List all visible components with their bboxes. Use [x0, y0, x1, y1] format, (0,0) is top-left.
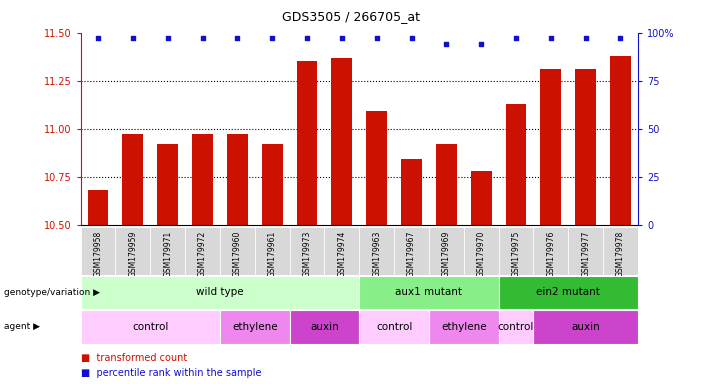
Text: ein2 mutant: ein2 mutant: [536, 287, 600, 298]
Bar: [436, 144, 457, 225]
Point: [232, 35, 243, 41]
Bar: [464, 227, 498, 275]
Bar: [123, 134, 143, 225]
Point: [301, 35, 313, 41]
Text: control: control: [376, 322, 412, 332]
Text: GSM179970: GSM179970: [477, 230, 486, 277]
Text: GSM179967: GSM179967: [407, 230, 416, 277]
Bar: [227, 134, 248, 225]
Bar: [610, 56, 631, 225]
Point: [545, 35, 557, 41]
Point: [580, 35, 591, 41]
Point: [162, 35, 173, 41]
Bar: [192, 134, 213, 225]
Bar: [505, 104, 526, 225]
Point: [406, 35, 417, 41]
Point: [93, 35, 104, 41]
Point: [266, 35, 278, 41]
Bar: [81, 276, 359, 309]
Bar: [290, 227, 325, 275]
Text: ethylene: ethylene: [232, 322, 278, 332]
Point: [128, 35, 139, 41]
Text: GSM179961: GSM179961: [268, 230, 277, 276]
Bar: [81, 227, 116, 275]
Text: GSM179958: GSM179958: [93, 230, 102, 276]
Text: GSM179978: GSM179978: [616, 230, 625, 276]
Text: GSM179969: GSM179969: [442, 230, 451, 277]
Point: [197, 35, 208, 41]
Point: [510, 35, 522, 41]
Text: GSM179977: GSM179977: [581, 230, 590, 277]
Bar: [366, 111, 387, 225]
Bar: [540, 69, 562, 225]
Point: [441, 41, 452, 47]
Text: GSM179974: GSM179974: [337, 230, 346, 277]
Text: GSM179959: GSM179959: [128, 230, 137, 277]
Bar: [498, 276, 638, 309]
Bar: [470, 171, 491, 225]
Bar: [359, 227, 394, 275]
Bar: [576, 69, 596, 225]
Text: GSM179972: GSM179972: [198, 230, 207, 276]
Point: [615, 35, 626, 41]
Text: GSM179971: GSM179971: [163, 230, 172, 276]
Text: ■  transformed count: ■ transformed count: [81, 353, 187, 363]
Bar: [220, 227, 254, 275]
Point: [336, 35, 348, 41]
Point: [475, 41, 486, 47]
Bar: [157, 144, 178, 225]
Bar: [185, 227, 220, 275]
Bar: [290, 310, 359, 344]
Bar: [359, 310, 429, 344]
Bar: [533, 310, 638, 344]
Bar: [401, 159, 422, 225]
Text: GSM179973: GSM179973: [303, 230, 311, 277]
Text: auxin: auxin: [571, 322, 600, 332]
Bar: [116, 227, 150, 275]
Text: control: control: [498, 322, 534, 332]
Text: control: control: [132, 322, 168, 332]
Point: [371, 35, 382, 41]
Text: GSM179963: GSM179963: [372, 230, 381, 277]
Text: GSM179975: GSM179975: [512, 230, 521, 277]
Bar: [332, 58, 353, 225]
Bar: [533, 227, 569, 275]
Text: auxin: auxin: [310, 322, 339, 332]
Text: GSM179976: GSM179976: [546, 230, 555, 277]
Text: ■  percentile rank within the sample: ■ percentile rank within the sample: [81, 368, 261, 378]
Bar: [394, 227, 429, 275]
Bar: [150, 227, 185, 275]
Bar: [220, 310, 290, 344]
Bar: [569, 227, 603, 275]
Bar: [81, 310, 220, 344]
Text: ethylene: ethylene: [441, 322, 486, 332]
Bar: [254, 227, 290, 275]
Bar: [429, 227, 464, 275]
Bar: [88, 190, 109, 225]
Text: genotype/variation ▶: genotype/variation ▶: [4, 288, 100, 297]
Text: GDS3505 / 266705_at: GDS3505 / 266705_at: [282, 10, 419, 23]
Bar: [498, 310, 533, 344]
Bar: [429, 310, 498, 344]
Bar: [603, 227, 638, 275]
Bar: [325, 227, 359, 275]
Text: aux1 mutant: aux1 mutant: [395, 287, 463, 298]
Text: GSM179960: GSM179960: [233, 230, 242, 277]
Bar: [297, 61, 318, 225]
Text: agent ▶: agent ▶: [4, 323, 39, 331]
Bar: [498, 227, 533, 275]
Bar: [261, 144, 283, 225]
Bar: [359, 276, 498, 309]
Text: wild type: wild type: [196, 287, 244, 298]
